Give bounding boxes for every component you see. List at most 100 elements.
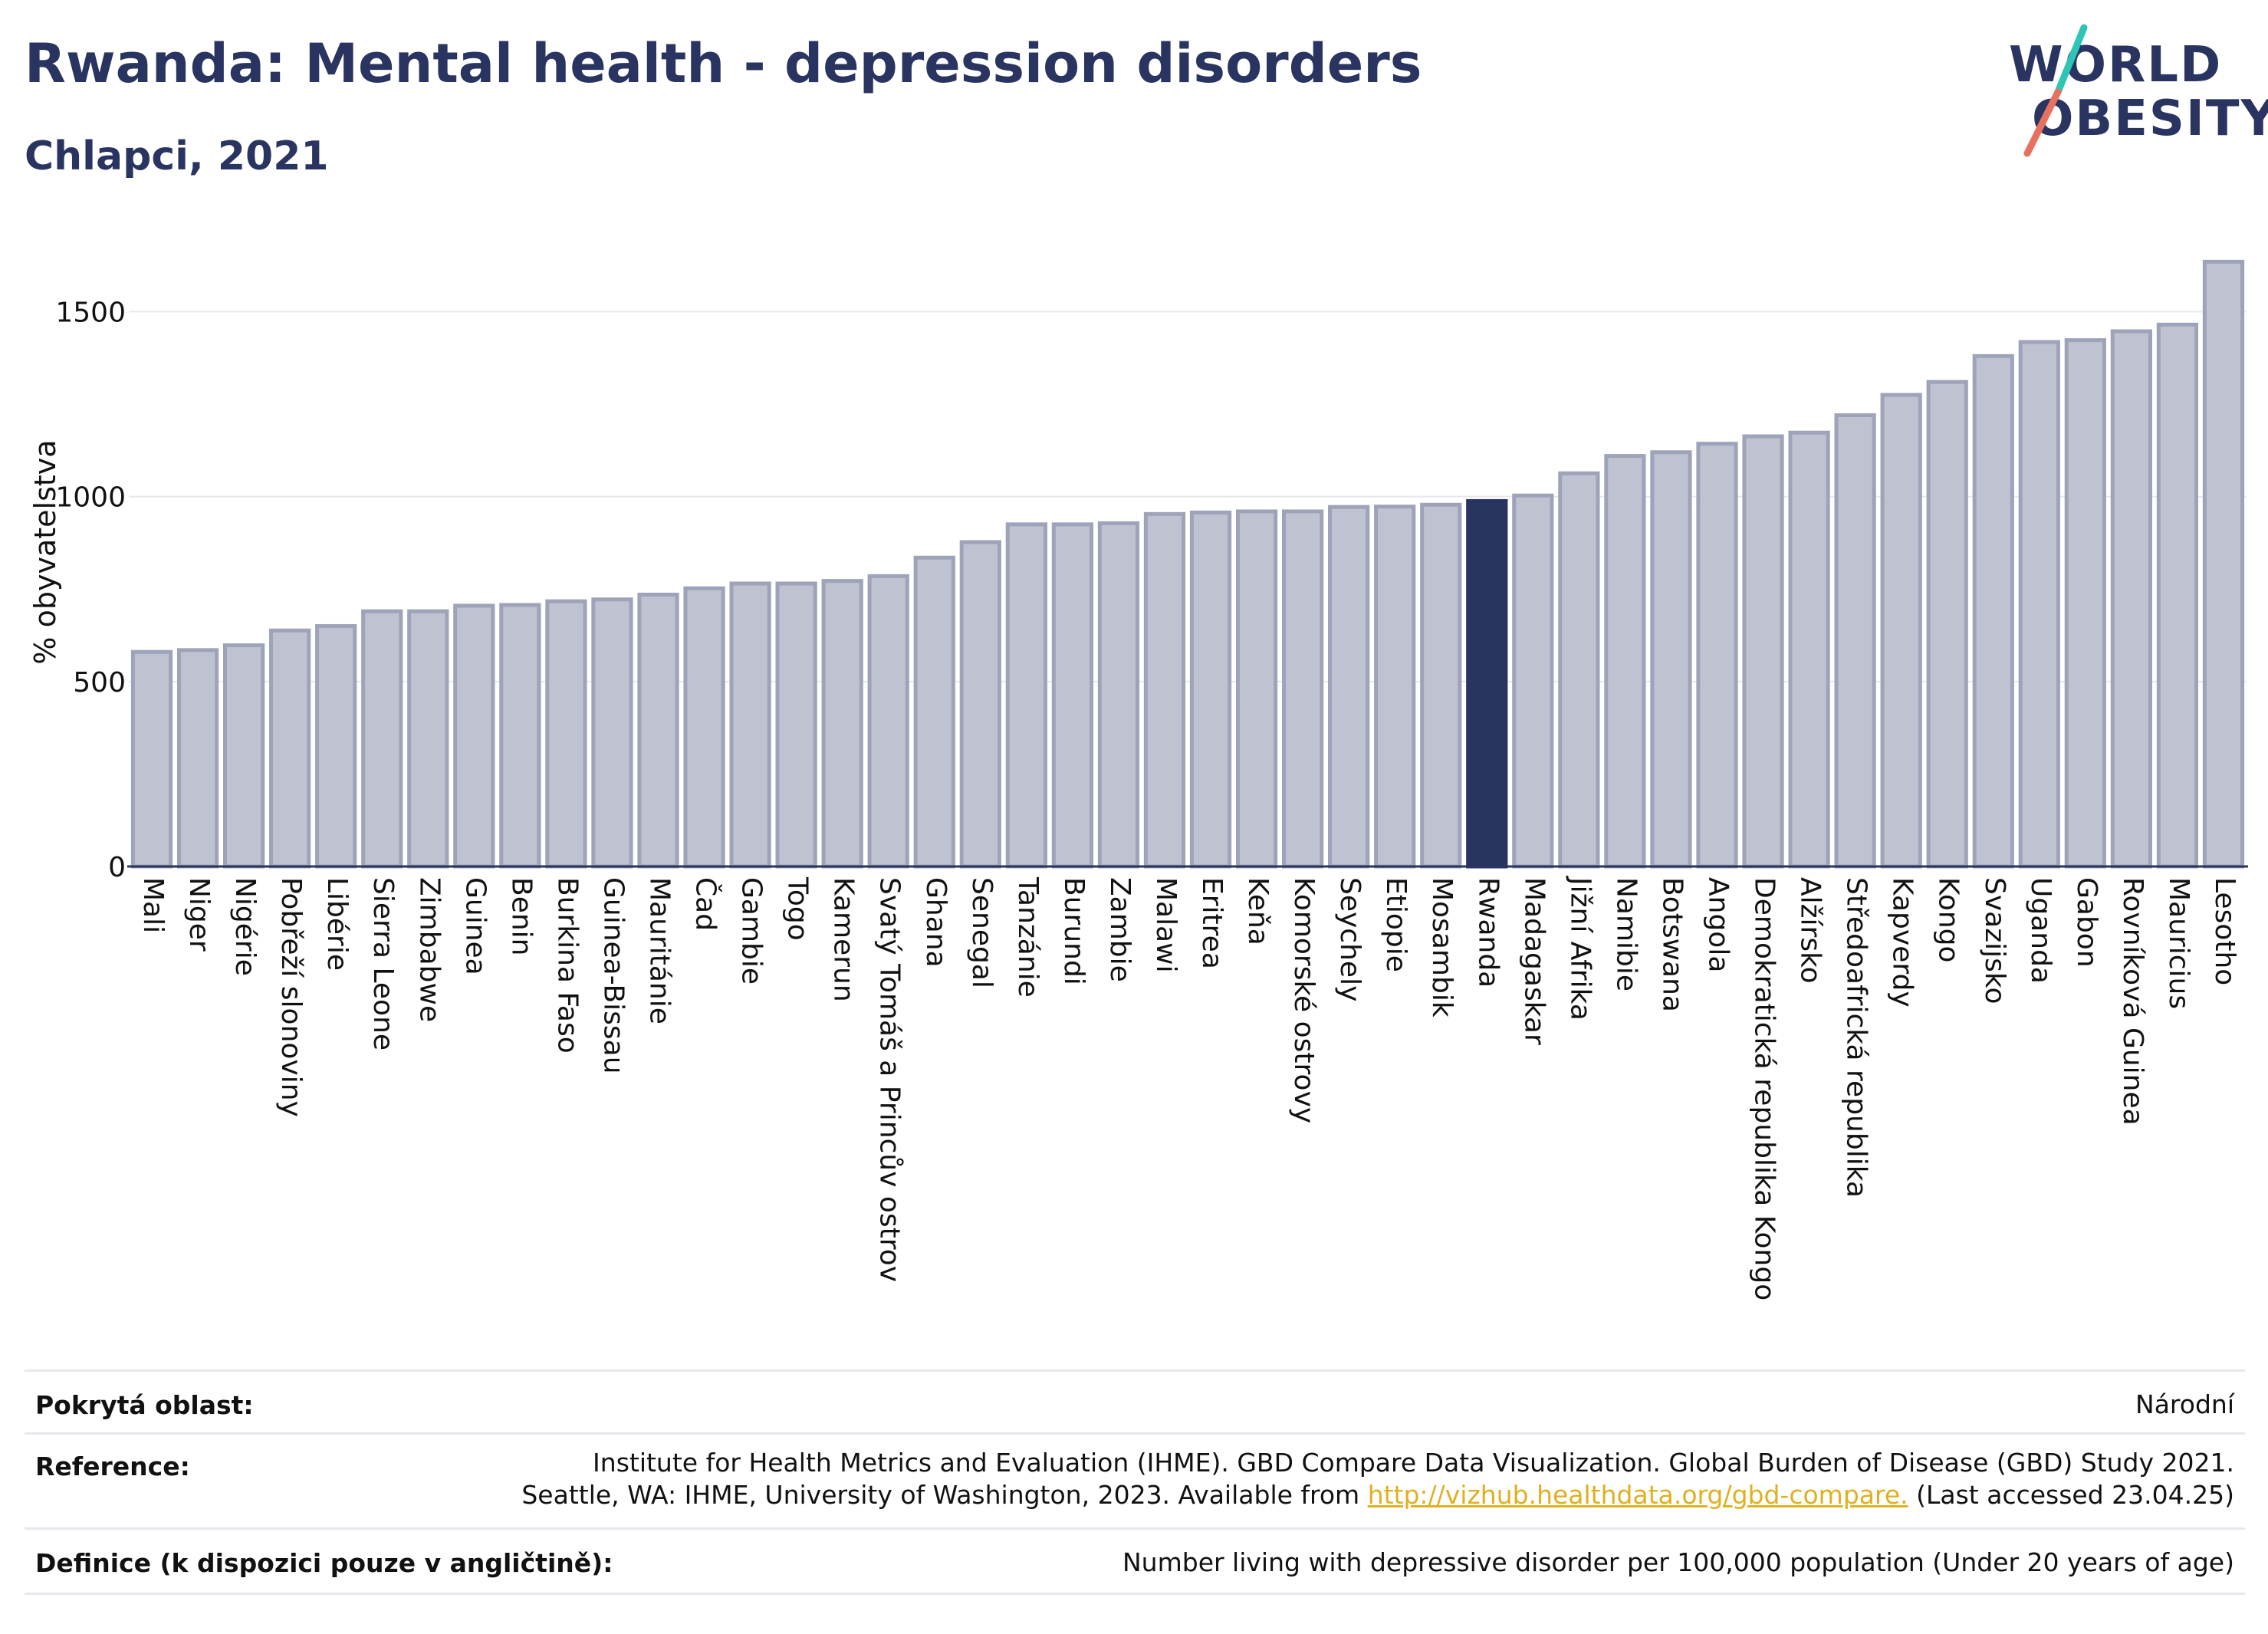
x-tick-label: Eritrea [1196,877,1228,969]
bar-angola [1696,442,1738,869]
x-tick-label: Mali [137,877,169,933]
x-tick-label: Mauritánie [644,877,675,1024]
logo-slash-icon [2023,24,2088,157]
bar-maurit-nie [637,592,679,869]
reference-link[interactable]: http://vizhub.healthdata.org/gbd-compare… [1367,1480,1908,1510]
bar-mali [130,649,173,869]
x-tick-label: Kapverdy [1887,877,1918,1008]
world-obesity-logo: WORLD OBESITY [1994,21,2268,159]
logo-line2: OBESITY [2032,90,2268,147]
bar-etiopie [1374,505,1416,869]
x-tick-label: Gabon [2071,877,2102,968]
x-tick-label: Středoafrická republika [1841,877,1872,1198]
x-tick-label: Keňa [1242,877,1274,945]
bar-niger [176,648,219,869]
bar-tanz-nie [1005,522,1047,869]
bar-svazijsko [1972,353,2014,869]
x-tick-label: Jižní Afrika [1564,876,1596,1021]
x-tick-label: Demokratická republika Kongo [1749,877,1780,1300]
bar-rwanda [1466,498,1508,869]
bar-sierra-leone [361,609,403,869]
bar-zimbabwe [407,609,449,869]
bar-pob-e-slonoviny [269,628,311,869]
x-tick-label: Alžírsko [1795,877,1826,984]
x-tick-label: Ghana [920,877,952,968]
x-tick-label: Mauricius [2163,877,2194,1009]
page-subtitle: Chlapci, 2021 [25,133,329,179]
bar-kapverdy [1880,393,1922,869]
x-tick-label: Angola [1703,877,1734,972]
bar-ghana [913,555,955,869]
y-tick-label: 500 [73,667,126,699]
x-tick-label: Zimbabwe [413,877,445,1022]
x-tick-label: Botswana [1656,877,1688,1012]
bar-ji-n-afrika [1558,471,1600,869]
x-tick-label: Niger [183,877,215,952]
x-tick-label: Namibie [1610,877,1642,991]
bar-kamerun [821,579,863,869]
x-tick-label: Sierra Leone [367,877,399,1050]
x-tick-label: Kamerun [828,877,860,1002]
bar-chart: 0 500 1000 1500 Mali Niger Nigérie Pobřeží slon… [28,259,2248,1300]
bar-lib-rie [315,623,357,869]
x-tick-label: Guinea [459,877,491,975]
logo-line1: WORLD [2009,37,2223,94]
reference-line1: Institute for Health Metrics and Evaluat… [593,1448,2234,1478]
bar-burkina-faso [545,599,587,869]
bar-st-edoafrick-republika [1834,413,1876,869]
x-tick-label: Senegal [966,877,998,988]
x-tick-label: Burkina Faso [551,877,583,1054]
bar-seychely [1328,505,1370,869]
x-tick-label: Madagaskar [1518,877,1550,1045]
y-tick-label: 1500 [55,297,126,328]
bar-demokratick-republika-kongo [1742,434,1784,869]
bar-guinea-bissau [591,597,633,869]
reference-line2-suffix: (Last accessed 23.04.25) [1908,1480,2234,1510]
x-tick-label: Tanzánie [1012,876,1044,998]
x-tick-label: Pobřeží slonoviny [275,877,307,1117]
coverage-label: Pokrytá oblast: [35,1390,254,1420]
bar-rovn-kov-guinea [2110,329,2153,869]
y-tick-label: 0 [108,852,126,883]
x-tick-label: Benin [505,877,537,955]
x-tick-label: Etiopie [1380,877,1412,972]
reference-text: Institute for Health Metrics and Evaluat… [521,1447,2234,1511]
x-tick-label: Uganda [2025,877,2056,984]
bar-mauricius [2156,322,2199,869]
axes: 0 500 1000 1500 Mali Niger Nigérie Pobřeží slon… [55,297,2248,1300]
y-tick-label: 1000 [55,482,126,514]
bar-burundi [1051,522,1094,869]
footer-row-definition: Definice (k dispozici pouze v angličtině… [25,1527,2245,1595]
x-tick-label: Guinea-Bissau [597,877,629,1074]
bars [130,259,2245,869]
bar-togo [775,581,817,869]
footer-row-reference: Reference: Institute for Health Metrics … [25,1432,2245,1530]
reference-line2-prefix: Seattle, WA: IHME, University of Washing… [521,1480,1368,1510]
x-tick-label: Mosambik [1426,877,1458,1018]
bar-gambie [729,581,771,869]
bar-svat-tom-a-princ-v-ostrov [867,574,909,869]
bar-ke-a [1235,509,1278,869]
x-tick-label: Burundi [1058,877,1090,985]
bar-al-rsko [1788,430,1830,869]
x-tick-label: Kongo [1933,877,1964,963]
footer-row-coverage: Pokrytá oblast: Národní [25,1369,2245,1435]
bar-namibie [1604,454,1646,869]
bar-madagaskar [1512,493,1554,869]
bar-uganda [2018,340,2060,869]
reference-label: Reference: [35,1452,190,1481]
x-tick-label: Malawi [1150,877,1182,973]
footer: Pokrytá oblast: Národní Reference: Insti… [25,1369,2245,1599]
x-tick-label: Lesotho [2209,877,2240,985]
x-tick-label: Togo [782,876,814,941]
x-tick-label: Rovníková Guinea [2117,877,2148,1126]
x-tick-label: Svazijsko [1979,877,2010,1004]
x-tick-label: Seychely [1334,877,1366,1001]
bar-nig-rie [222,643,265,869]
bar-guinea [453,603,495,869]
x-tick-label: Rwanda [1472,877,1504,988]
bar-kongo [1926,380,1968,869]
bar-malawi [1143,511,1186,869]
reference-line2: Seattle, WA: IHME, University of Washing… [521,1479,2234,1511]
bar--ad [683,586,725,869]
